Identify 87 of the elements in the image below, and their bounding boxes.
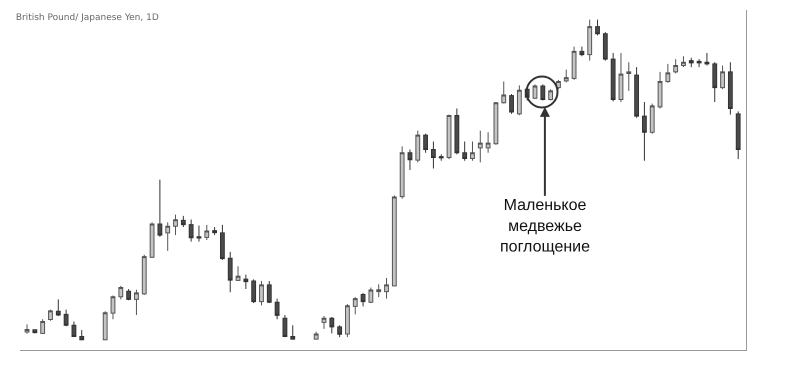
candlestick [688,57,694,68]
candlestick [564,69,569,83]
candlestick [322,316,326,330]
candlestick [180,215,186,228]
candlestick [236,266,240,282]
candlestick [40,318,46,334]
candlestick [360,292,366,307]
candlestick [634,66,640,118]
candlestick [345,304,350,338]
candlestick [134,289,139,316]
candlestick [626,62,632,92]
candlestick [314,331,319,340]
candlestick [329,316,334,334]
candlestick [24,324,30,334]
candlestick [400,146,405,200]
candlestick [438,154,444,162]
candlestick [501,81,506,104]
candlestick [251,278,256,304]
candlestick [642,102,647,162]
candlestick [110,294,116,320]
candlestick [532,84,538,100]
candlestick [173,214,178,236]
candlestick [462,141,468,162]
candlestick [165,222,170,252]
candlestick [408,149,412,171]
candlestick [282,314,288,338]
candlestick [509,94,514,114]
candlestick [64,309,69,327]
candlestick [618,52,624,103]
candlestick [548,88,554,101]
candlestick [454,108,460,155]
annotation: Маленькое медвежье поглощение [500,197,590,256]
candlestick [228,251,233,293]
chart-title: British Pound/ Japanese Yen, 1D [16,12,159,23]
candlestick [704,52,710,66]
candlestick [696,58,702,68]
candlestick [392,194,397,287]
candlestick [243,274,248,290]
candlestick [720,64,725,90]
candlestick [602,32,608,62]
candlestick [337,324,342,338]
candlestick [572,46,576,80]
candlestick [376,284,382,298]
candlestick [266,280,272,304]
candlestick [728,62,733,116]
candlestick [470,141,475,162]
candlestick [118,285,124,300]
candlestick [650,103,655,134]
candlestick [368,286,374,304]
candlestick [430,141,436,169]
candlestick [196,225,202,242]
candlestick [274,298,280,320]
candlestick [595,19,600,36]
candlestick [516,84,522,116]
candlestick [150,222,154,258]
candlestick [157,179,162,238]
candlestick [79,330,84,341]
candlestick [384,277,389,300]
candlestick [212,226,217,236]
candlestick [56,298,61,316]
candlestick [486,132,491,154]
candlestick [673,58,678,74]
candlestick [658,71,662,109]
candlestick [665,63,670,84]
candlestick [579,46,584,57]
candlestick [494,102,498,146]
candlestick [259,280,264,306]
candlestick [540,84,546,101]
candlestick [142,254,147,296]
candlestick [712,62,718,103]
candlestick [48,309,53,322]
candlestick [587,19,592,62]
candlestick [681,56,686,68]
candlestick [736,110,741,160]
candlestick [423,133,428,154]
candlestick [415,130,420,163]
candlestick [478,130,483,163]
candlestick [446,114,452,160]
candlestick [204,224,210,240]
candlestick [352,296,358,315]
candlestick [220,224,225,260]
candlestick [610,52,616,102]
candlestick [290,324,296,340]
candlestick [72,320,76,338]
candlestick [126,288,132,301]
candlestick [102,310,108,341]
candlestick [188,218,194,242]
